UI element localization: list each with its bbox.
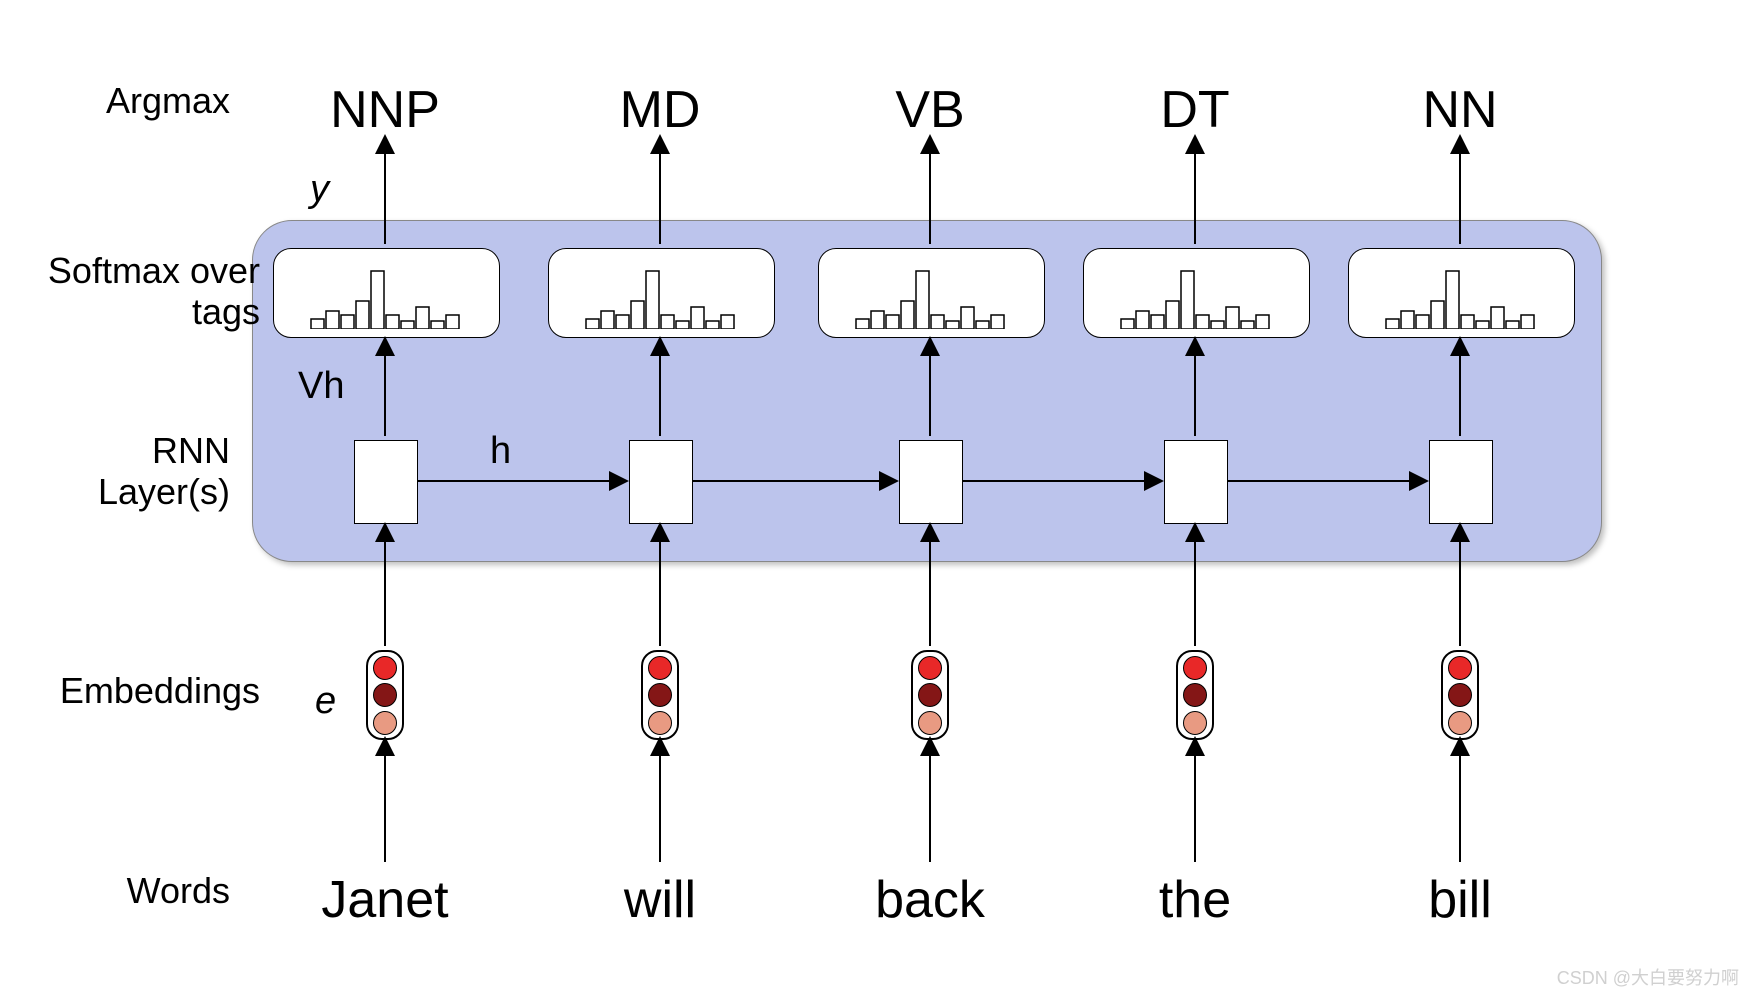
embedding-dot <box>1448 711 1472 735</box>
label-softmax: Softmax over tags <box>0 250 260 333</box>
input-word: back <box>875 870 985 930</box>
embedding-dot <box>918 711 942 735</box>
input-word: Janet <box>321 870 448 930</box>
tag-output: NN <box>1422 80 1497 140</box>
embedding-dot <box>1183 711 1207 735</box>
rnn-cell <box>354 440 418 524</box>
label-words: Words <box>0 870 230 912</box>
label-softmax-line2: tags <box>192 291 260 332</box>
softmax-bars <box>580 267 740 329</box>
tag-output: NNP <box>330 80 440 140</box>
embedding-dot <box>918 656 942 680</box>
annot-vh: Vh <box>298 365 344 408</box>
embedding-dot <box>373 656 397 680</box>
embedding-dot <box>373 683 397 707</box>
rnn-cell <box>629 440 693 524</box>
embedding-dot <box>1183 683 1207 707</box>
input-word: the <box>1159 870 1231 930</box>
label-softmax-line1: Softmax over <box>48 250 260 291</box>
input-word: bill <box>1428 870 1492 930</box>
tag-output: VB <box>895 80 964 140</box>
embedding-dot <box>648 711 672 735</box>
embedding-vector <box>911 650 949 740</box>
embedding-vector <box>366 650 404 740</box>
tag-output: MD <box>620 80 701 140</box>
rnn-cell <box>1164 440 1228 524</box>
tag-output: DT <box>1160 80 1229 140</box>
rnn-cell <box>1429 440 1493 524</box>
softmax-bars <box>305 267 465 329</box>
softmax-bars <box>1115 267 1275 329</box>
label-rnn: RNN Layer(s) <box>0 430 230 513</box>
embedding-dot <box>1183 656 1207 680</box>
embedding-dot <box>648 683 672 707</box>
embedding-dot <box>648 656 672 680</box>
embedding-dot <box>918 683 942 707</box>
rnn-cell <box>899 440 963 524</box>
label-rnn-line1: RNN <box>152 430 230 471</box>
embedding-vector <box>641 650 679 740</box>
label-rnn-line2: Layer(s) <box>98 471 230 512</box>
embedding-dot <box>1448 683 1472 707</box>
softmax-bars <box>850 267 1010 329</box>
embedding-dot <box>373 711 397 735</box>
annot-e: e <box>315 680 336 723</box>
annot-h: h <box>490 430 511 473</box>
input-word: will <box>624 870 696 930</box>
embedding-vector <box>1176 650 1214 740</box>
embedding-vector <box>1441 650 1479 740</box>
watermark: CSDN @大白要努力啊 <box>1557 964 1739 990</box>
annot-y: y <box>310 168 329 211</box>
label-argmax: Argmax <box>0 80 230 122</box>
softmax-bars <box>1380 267 1540 329</box>
label-embeddings: Embeddings <box>0 670 260 712</box>
embedding-dot <box>1448 656 1472 680</box>
